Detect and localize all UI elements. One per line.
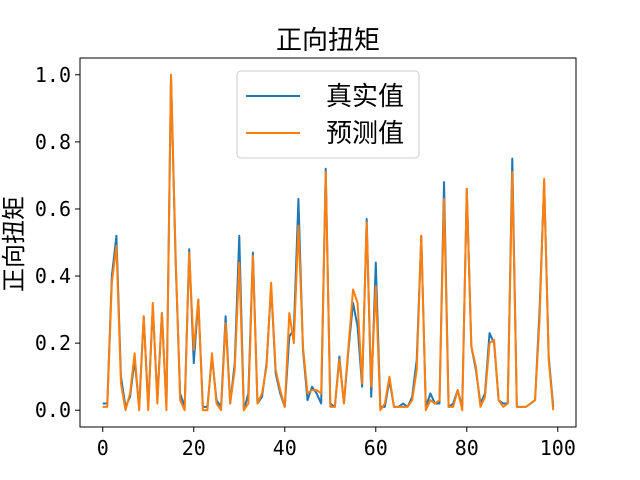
x-tick-label: 20 (182, 436, 206, 460)
y-tick-label: 0.6 (35, 197, 71, 221)
y-tick-label: 0.8 (35, 130, 71, 154)
legend-label-predicted: 预测值 (326, 119, 404, 149)
x-tick-label: 40 (273, 436, 297, 460)
series-layer (102, 73, 555, 412)
series-line-predicted (102, 73, 555, 412)
y-tick-label: 0.0 (35, 398, 71, 422)
chart-title: 正向扭矩 (276, 26, 380, 56)
plot-frame (79, 57, 577, 428)
x-tick-label: 100 (540, 436, 576, 460)
x-tick-label: 60 (364, 436, 388, 460)
y-tick-label: 1.0 (35, 63, 71, 87)
x-tick-label: 0 (97, 436, 109, 460)
legend: 真实值 预测值 (236, 70, 420, 159)
y-tick-label: 0.4 (35, 264, 71, 288)
legend-box (236, 70, 420, 159)
y-axis-label: 正向扭矩 (0, 196, 28, 292)
y-tick-label: 0.2 (35, 331, 71, 355)
legend-label-actual: 真实值 (326, 82, 404, 112)
x-tick-label: 80 (455, 436, 479, 460)
y-axis: 0.0 0.2 0.4 0.6 0.8 1.0 (35, 63, 80, 422)
x-axis: 0 20 40 60 80 100 (97, 427, 576, 460)
